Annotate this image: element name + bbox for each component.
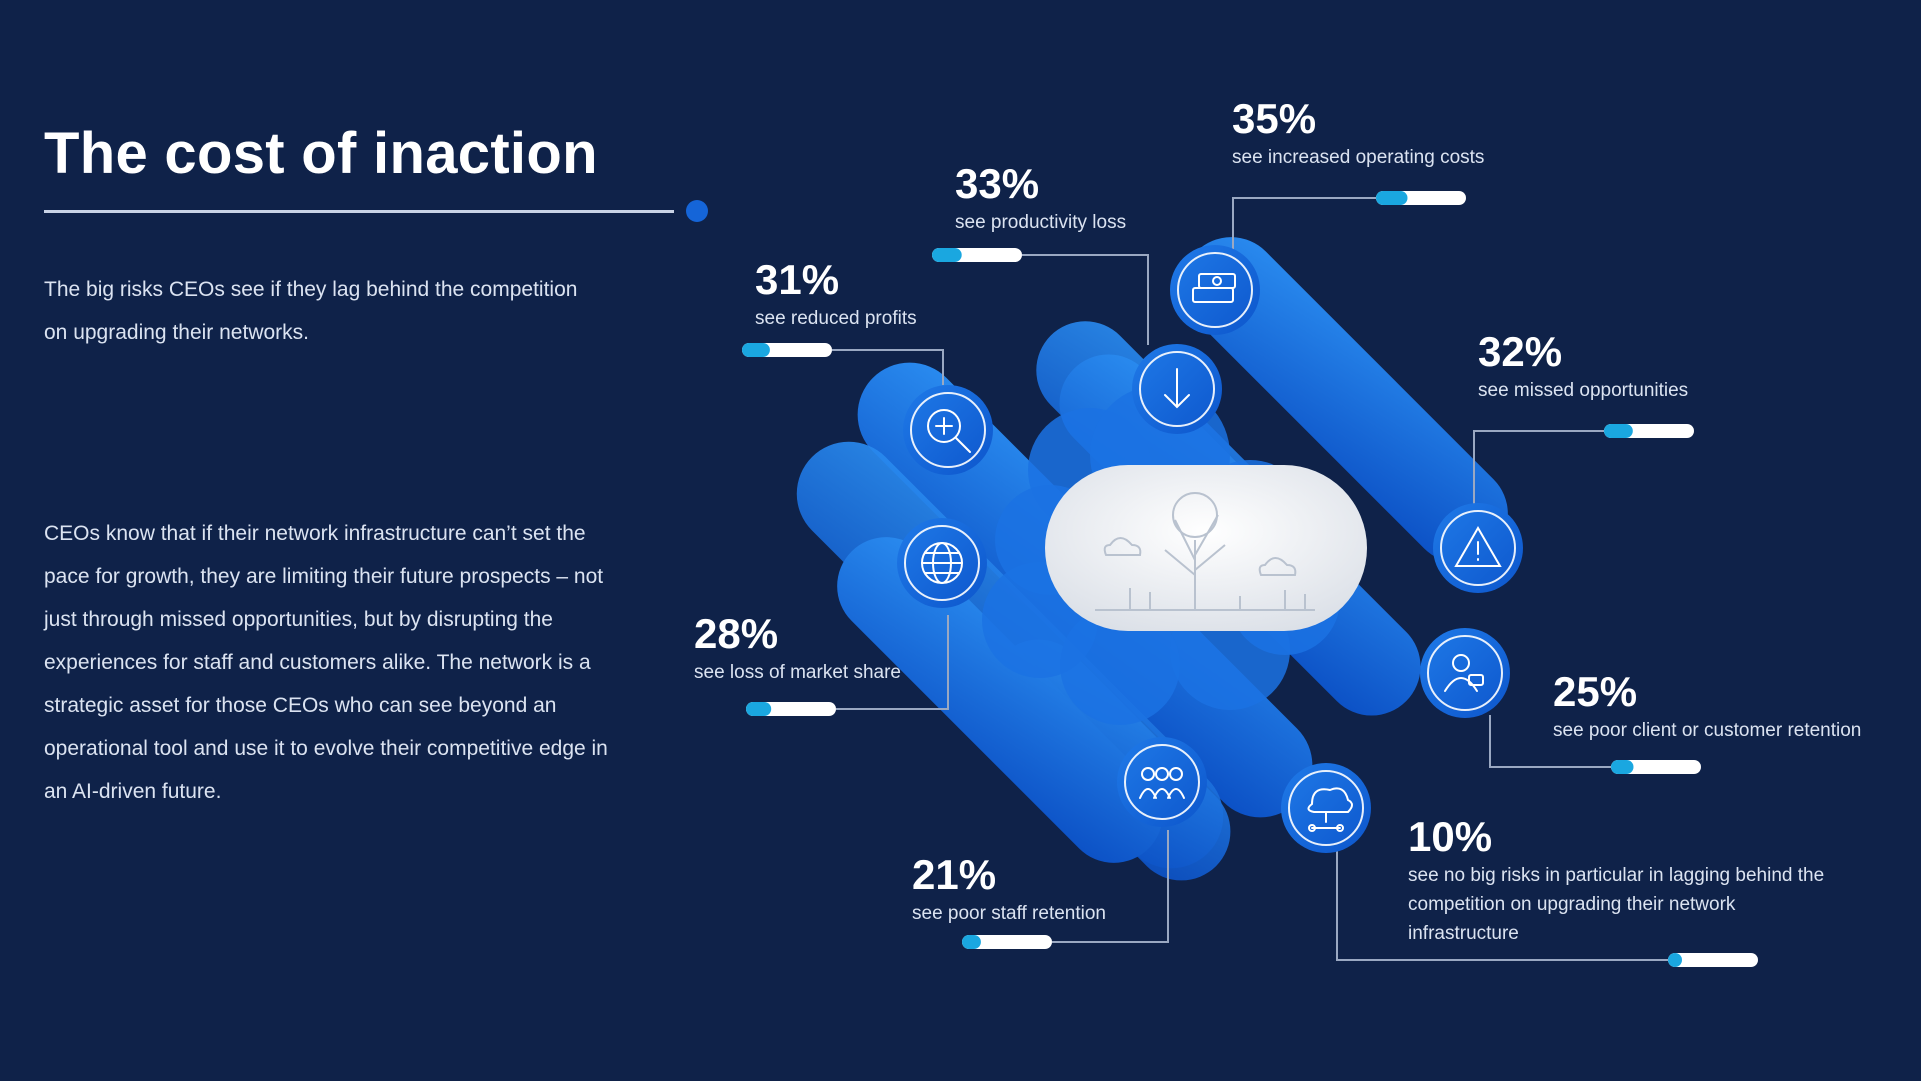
stat-label: see productivity loss xyxy=(955,212,1127,233)
stat-label: see missed opportunities xyxy=(1478,380,1689,401)
diagonal-pill xyxy=(837,537,1163,863)
stat-value: 35% xyxy=(1232,95,1317,142)
stat-value: 32% xyxy=(1478,328,1563,375)
connector-line xyxy=(836,615,949,710)
progress-fill xyxy=(1668,953,1682,967)
stat-label: see reduced profits xyxy=(755,308,917,329)
title-divider xyxy=(44,210,674,213)
diagonal-pill xyxy=(1182,237,1508,563)
progress-fill xyxy=(742,343,770,357)
stat-value: 25% xyxy=(1553,668,1638,715)
team-icon xyxy=(1117,737,1207,827)
center-pill xyxy=(1045,465,1367,631)
page-title: The cost of inaction xyxy=(44,121,598,186)
progress-fill xyxy=(1604,424,1633,438)
body-paragraph: CEOs know that if their network infrastr… xyxy=(44,522,608,803)
stat-block: 28% see loss of market share xyxy=(694,612,901,687)
icon-group xyxy=(897,245,1523,853)
connector-line xyxy=(1022,254,1149,345)
network-icon xyxy=(1281,763,1371,853)
progress-fill xyxy=(746,702,772,716)
down-arrow-icon xyxy=(1132,344,1222,434)
connector-line xyxy=(832,349,944,385)
connector-lines xyxy=(832,197,1668,961)
divider-dot xyxy=(686,200,708,222)
progress-bars xyxy=(742,191,1758,967)
connector-line xyxy=(1232,197,1376,250)
connector-line xyxy=(1336,850,1668,961)
stat-label: see poor staff retention xyxy=(912,903,1106,924)
stat-value: 28% xyxy=(694,610,779,657)
stat-block: 32% see missed opportunities xyxy=(1478,330,1688,405)
progress-track xyxy=(1611,760,1701,774)
magnifier-profit-icon xyxy=(903,385,993,475)
tree-illustration xyxy=(1095,492,1315,611)
warning-icon xyxy=(1433,503,1523,593)
connector-line xyxy=(1052,830,1169,943)
stat-value: 31% xyxy=(755,256,840,303)
stat-block: 33% see productivity loss xyxy=(955,162,1126,237)
connector-line xyxy=(1473,430,1604,505)
connector-line xyxy=(1489,715,1611,768)
progress-track xyxy=(962,935,1052,949)
globe-icon xyxy=(897,518,987,608)
stat-label: see loss of market share xyxy=(694,662,901,683)
progress-fill xyxy=(1376,191,1408,205)
progress-fill xyxy=(932,248,962,262)
money-stack-icon xyxy=(1170,245,1260,335)
stat-value: 10% xyxy=(1408,813,1493,860)
progress-track xyxy=(1668,953,1758,967)
center-cloud xyxy=(1045,465,1367,631)
stat-block: 31% see reduced profits xyxy=(755,258,917,333)
intro-paragraph: The big risks CEOs see if they lag behin… xyxy=(44,278,578,344)
stat-value: 21% xyxy=(912,851,997,898)
stat-label: see increased operating costs xyxy=(1232,147,1485,168)
stat-block: 25% see poor client or customer retention xyxy=(1553,670,1861,745)
stat-value: 33% xyxy=(955,160,1040,207)
stat-block: 35% see increased operating costs xyxy=(1232,97,1484,172)
stat-label: see poor client or customer retention xyxy=(1553,720,1862,741)
progress-fill xyxy=(1611,760,1634,774)
stat-block: 10% see no big risks in particular in lag… xyxy=(1408,815,1848,948)
progress-fill xyxy=(962,935,981,949)
customer-icon xyxy=(1420,628,1510,718)
stat-block: 21% see poor staff retention xyxy=(912,853,1106,928)
stat-label: see no big risks in particular in laggin… xyxy=(1408,865,1825,944)
